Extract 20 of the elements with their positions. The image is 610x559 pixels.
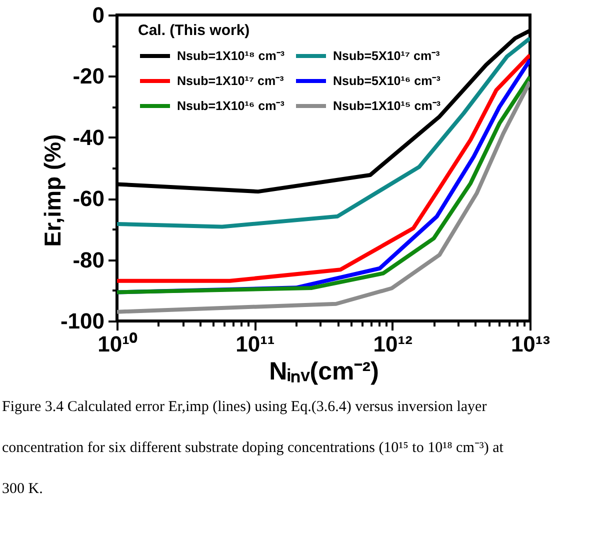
text: Figure 3.4 Calculated error Er,imp (lines) using Eq.(3.6.4) versus inversion layer concentration for six different substrate doping concentrations (10¹⁵ to 10¹⁸ cm⁻³) at 300 K. [2,399,504,497]
legend-label: Nsub=5X10¹⁶ cm⁻³ [333,74,440,88]
x-tick-label: 10¹¹ [236,332,275,356]
legend-label: Nsub=5X10¹⁷ cm⁻³ [333,49,440,63]
y-tick-label: -40 [72,124,104,150]
y-tick-label: -60 [72,186,104,212]
y-axis-title: Er,imp (%) [40,134,66,247]
legend-label: Nsub=1X10¹⁸ cm⁻³ [177,49,285,63]
y-tick-label: -80 [72,247,104,272]
x-tick-label: 10¹³ [510,332,550,356]
x-tick-label: 10¹⁰ [98,332,138,356]
y-tick-label: -20 [72,64,104,89]
x-tick-label: 10¹² [373,332,412,356]
legend-label: Nsub=1X10¹⁷ cm⁻³ [177,74,284,88]
x-axis-title: Nᵢₙᵥ(cm⁻²) [269,358,379,386]
legend-title: Cal. (This work) [138,22,250,39]
y-tick-label: -100 [60,308,104,334]
legend-label: Nsub=1X10¹⁶ cm⁻³ [177,99,284,113]
y-tick-label: 0 [92,2,104,28]
legend-label: Nsub=1X10¹⁵ cm⁻³ [333,99,440,113]
